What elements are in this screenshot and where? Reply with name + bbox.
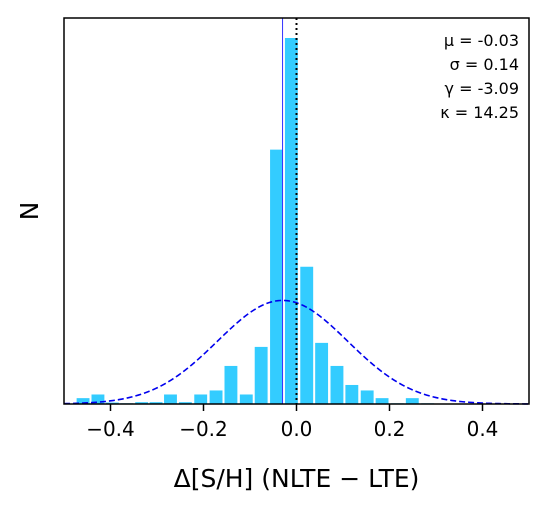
histogram-bar-5 — [149, 402, 163, 404]
histogram-bar-19 — [360, 390, 374, 404]
stat-annotation-2: γ = -3.09 — [445, 79, 519, 98]
histogram-bar-4 — [135, 402, 149, 404]
y-axis-label: N — [15, 202, 44, 221]
histogram-bar-6 — [164, 394, 177, 404]
histogram-bar-1 — [91, 394, 105, 404]
histogram-bar-12 — [254, 346, 268, 404]
gaussian-fit-curve — [63, 299, 530, 405]
histogram-bar-8 — [194, 394, 208, 404]
statistics-annotation: μ = -0.03 σ = 0.14 γ = -3.09 κ = 14.25 — [440, 31, 519, 122]
x-tick-label-0: −0.4 — [86, 417, 135, 441]
x-tick-label-1: −0.2 — [179, 417, 228, 441]
histogram-bar-14 — [284, 38, 298, 404]
histogram-bar-7 — [178, 402, 192, 404]
histogram-bar-18 — [345, 384, 359, 404]
histogram-bar-17 — [330, 365, 344, 404]
x-tick-label-3: 0.2 — [374, 417, 406, 441]
histogram-bar-13 — [270, 149, 283, 404]
stat-annotation-1: σ = 0.14 — [450, 55, 519, 74]
x-tick-label-4: 0.4 — [467, 417, 499, 441]
histogram-bar-0 — [76, 398, 90, 404]
histogram-bar-15 — [300, 266, 314, 404]
x-axis-ticks: −0.4 −0.2 0.0 0.2 0.4 — [86, 404, 498, 441]
histogram-bar-22 — [405, 398, 419, 404]
x-axis-label: Δ[S/H] (NLTE − LTE) — [174, 464, 420, 493]
histogram-bar-10 — [224, 365, 238, 404]
x-tick-label-2: 0.0 — [281, 417, 313, 441]
histogram-bar-11 — [239, 394, 253, 404]
histogram-bar-9 — [209, 390, 223, 404]
histogram-bar-16 — [315, 342, 329, 404]
stat-annotation-0: μ = -0.03 — [444, 31, 519, 50]
histogram-bars — [76, 38, 435, 404]
stat-annotation-3: κ = 14.25 — [440, 103, 519, 122]
histogram-bar-20 — [375, 398, 389, 404]
